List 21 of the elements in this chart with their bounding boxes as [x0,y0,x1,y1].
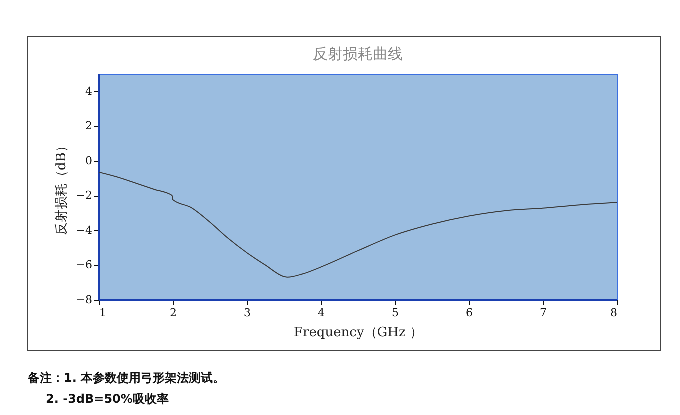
x-tick-label: 3 [244,306,251,320]
y-tick-label: 0 [86,154,92,168]
y-tick-label: −8 [76,294,92,306]
text: 备注：1. 本参数使用弓形架法测试。 [28,370,226,387]
y-axis-title: 反射损耗（dB） [54,140,70,236]
x-tick-label: 8 [610,306,618,320]
y-tick-label: −6 [76,258,92,272]
x-tick-label: 7 [540,306,547,320]
x-tick-label: 1 [100,306,106,320]
x-axis-title: Frequency（GHz ） [294,326,424,340]
x-tick-label: 2 [170,306,177,320]
y-tick-label: −4 [76,224,92,237]
chart-title: 反射损耗曲线 [313,45,403,63]
x-tick-label: 4 [318,306,325,320]
text: 2. -3dB=50%吸收率 [46,391,169,408]
y-tick-label: 2 [86,120,92,133]
y-tick-label: −2 [76,189,92,202]
y-tick-label: 4 [86,84,92,98]
line-series [99,172,617,278]
x-tick-label: 6 [466,306,473,320]
x-tick-label: 5 [392,306,399,320]
